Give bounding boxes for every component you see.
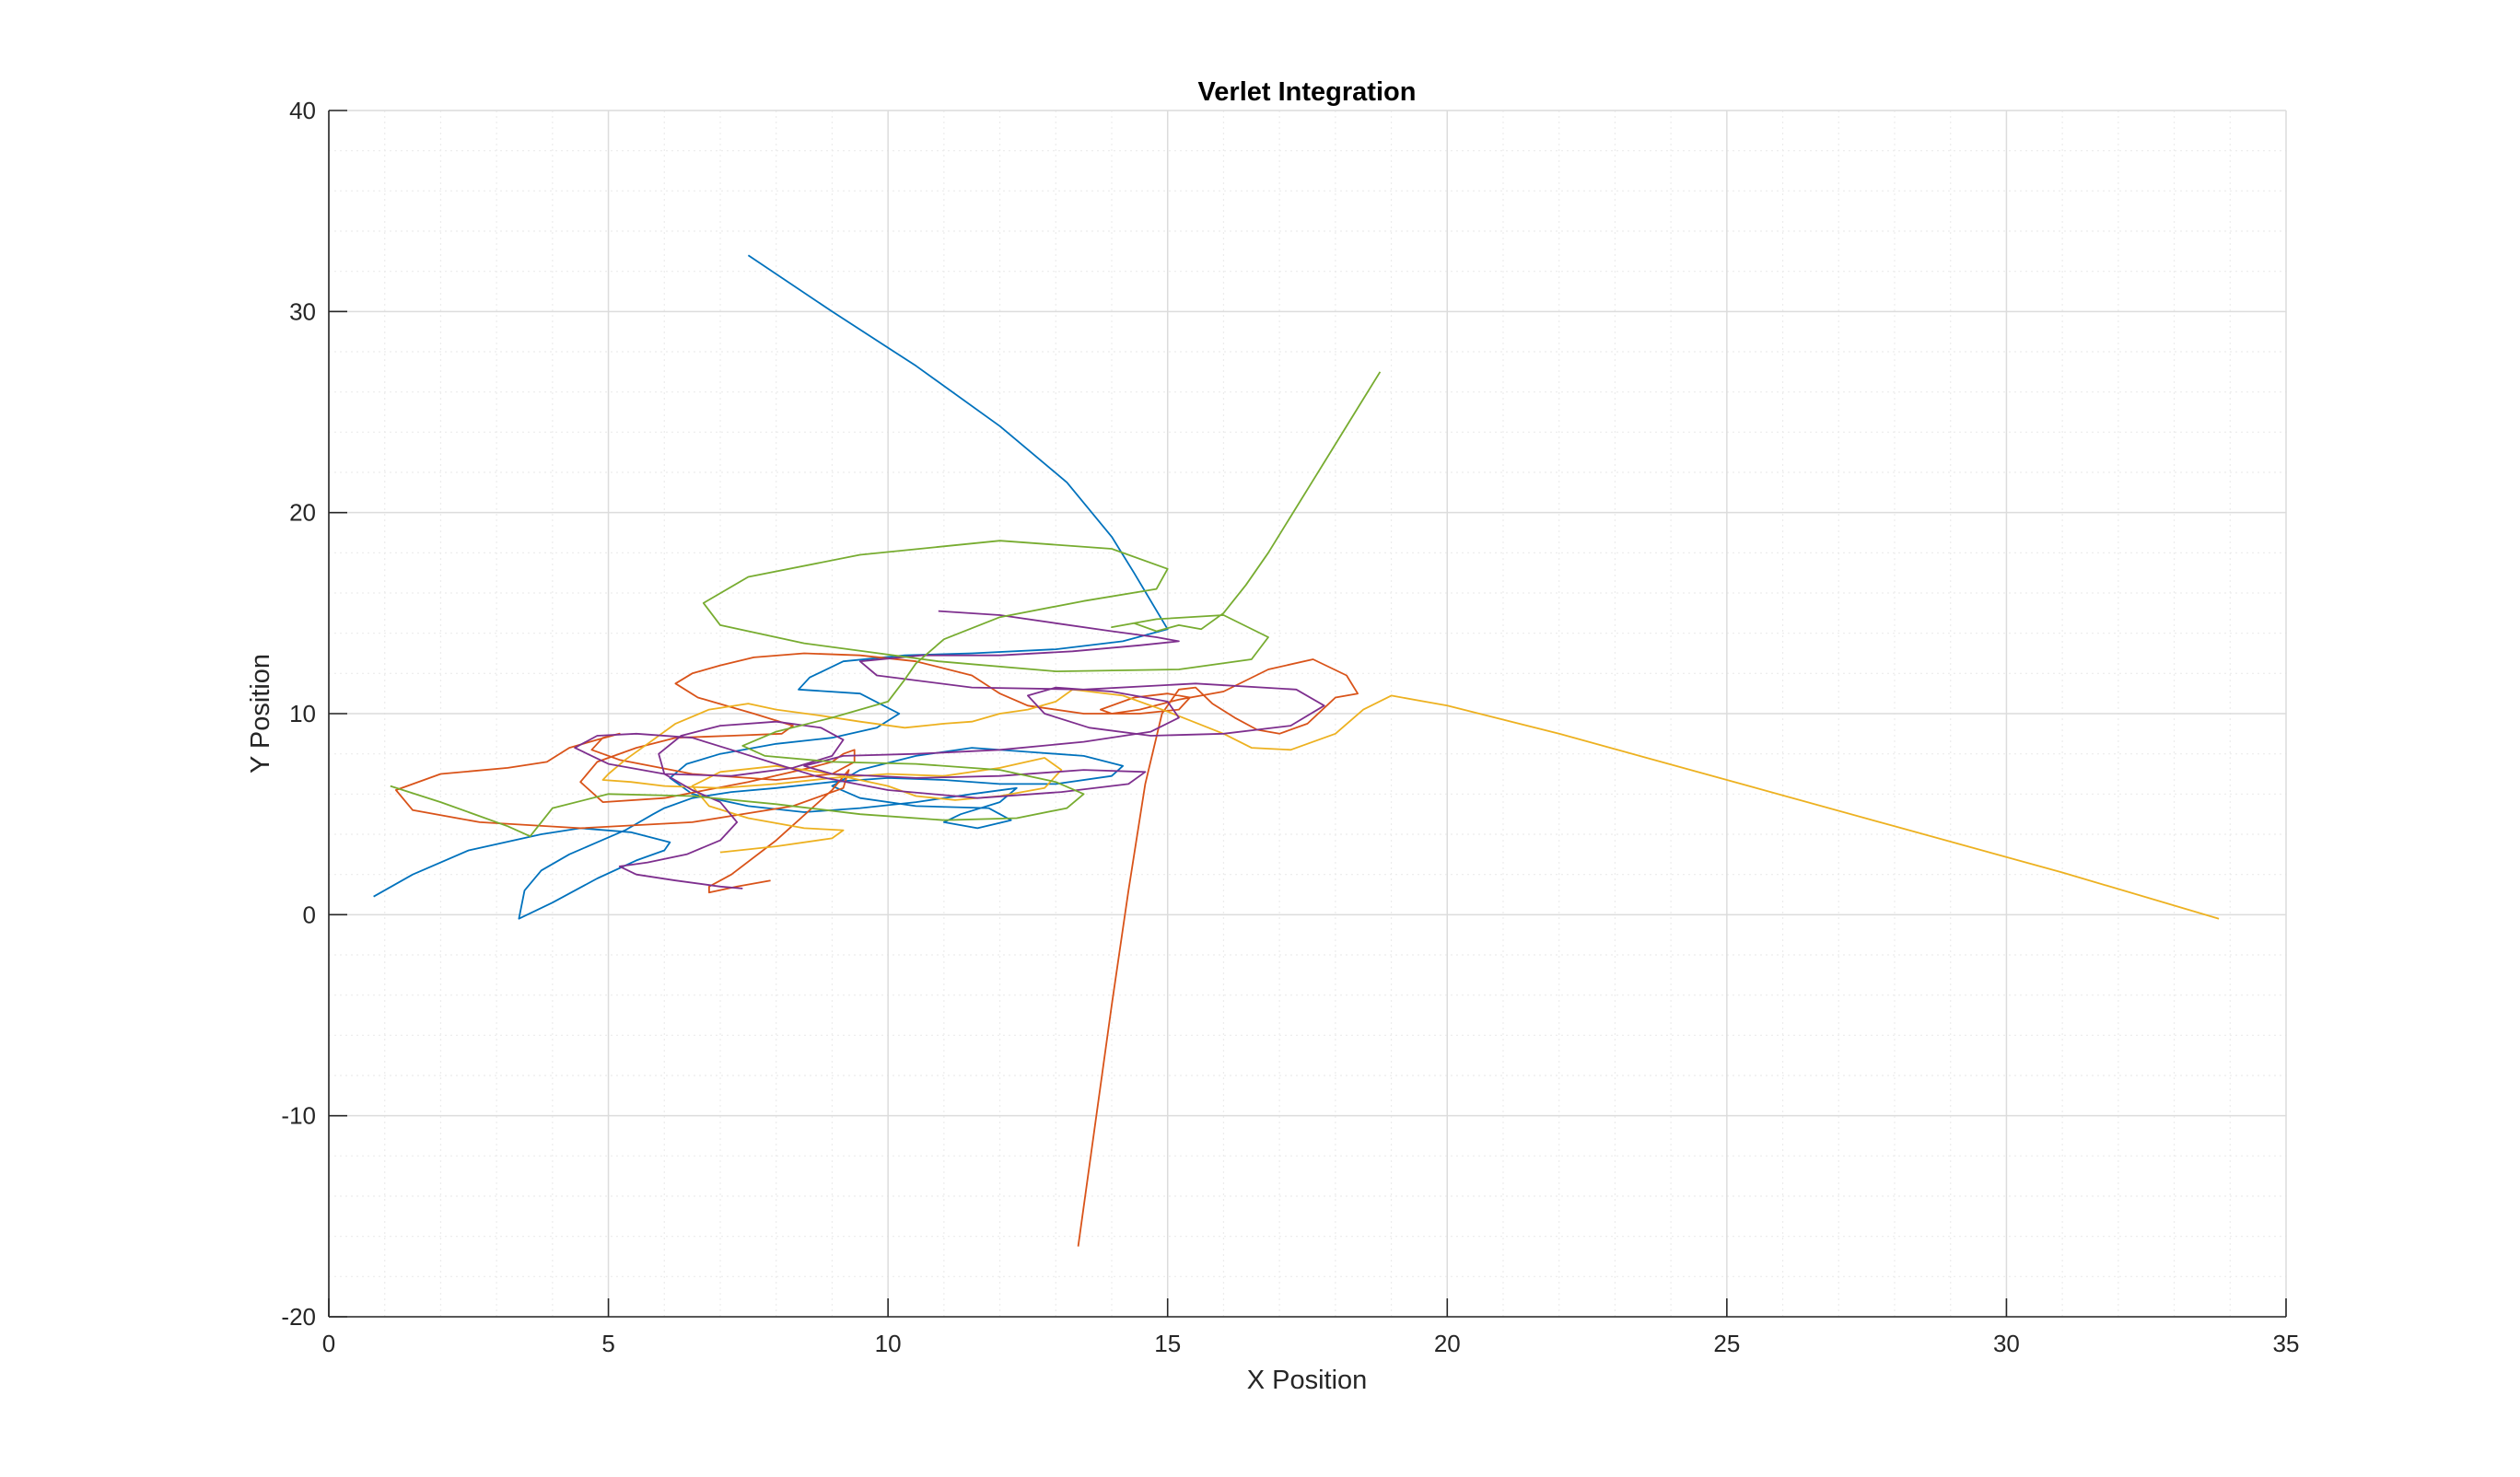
- y-tick-label: -10: [281, 1102, 316, 1130]
- series-line-1: [373, 254, 1169, 920]
- x-tick-label: 15: [1154, 1330, 1181, 1357]
- x-axis-label: X Position: [1247, 1366, 1368, 1395]
- y-tick-label: 10: [289, 700, 316, 727]
- series-line-4: [574, 610, 1325, 890]
- x-tick-label: 30: [1993, 1330, 2020, 1357]
- y-tick-label: 40: [289, 97, 316, 124]
- x-tick-label: 0: [322, 1330, 335, 1357]
- x-tick-label: 20: [1434, 1330, 1461, 1357]
- series-line-3: [601, 688, 2220, 920]
- x-tick-label: 35: [2273, 1330, 2300, 1357]
- series-line-2: [395, 652, 1359, 1247]
- tick-labels: 0 5 10 15 20 25 30 35 -20 -10 0 10 20 30 40: [281, 97, 2299, 1357]
- y-tick-label: -20: [281, 1303, 316, 1331]
- y-axis-label: Y Position: [246, 654, 275, 773]
- series-layer: [373, 254, 2220, 1247]
- y-tick-label: 30: [289, 297, 316, 325]
- series-line-5: [390, 371, 1382, 838]
- y-tick-label: 20: [289, 499, 316, 527]
- chart-title: Verlet Integration: [1198, 77, 1417, 107]
- x-tick-label: 5: [601, 1330, 614, 1357]
- axes: [328, 110, 2287, 1318]
- x-tick-label: 10: [875, 1330, 902, 1357]
- y-tick-label: 0: [303, 901, 316, 928]
- x-tick-label: 25: [1713, 1330, 1740, 1357]
